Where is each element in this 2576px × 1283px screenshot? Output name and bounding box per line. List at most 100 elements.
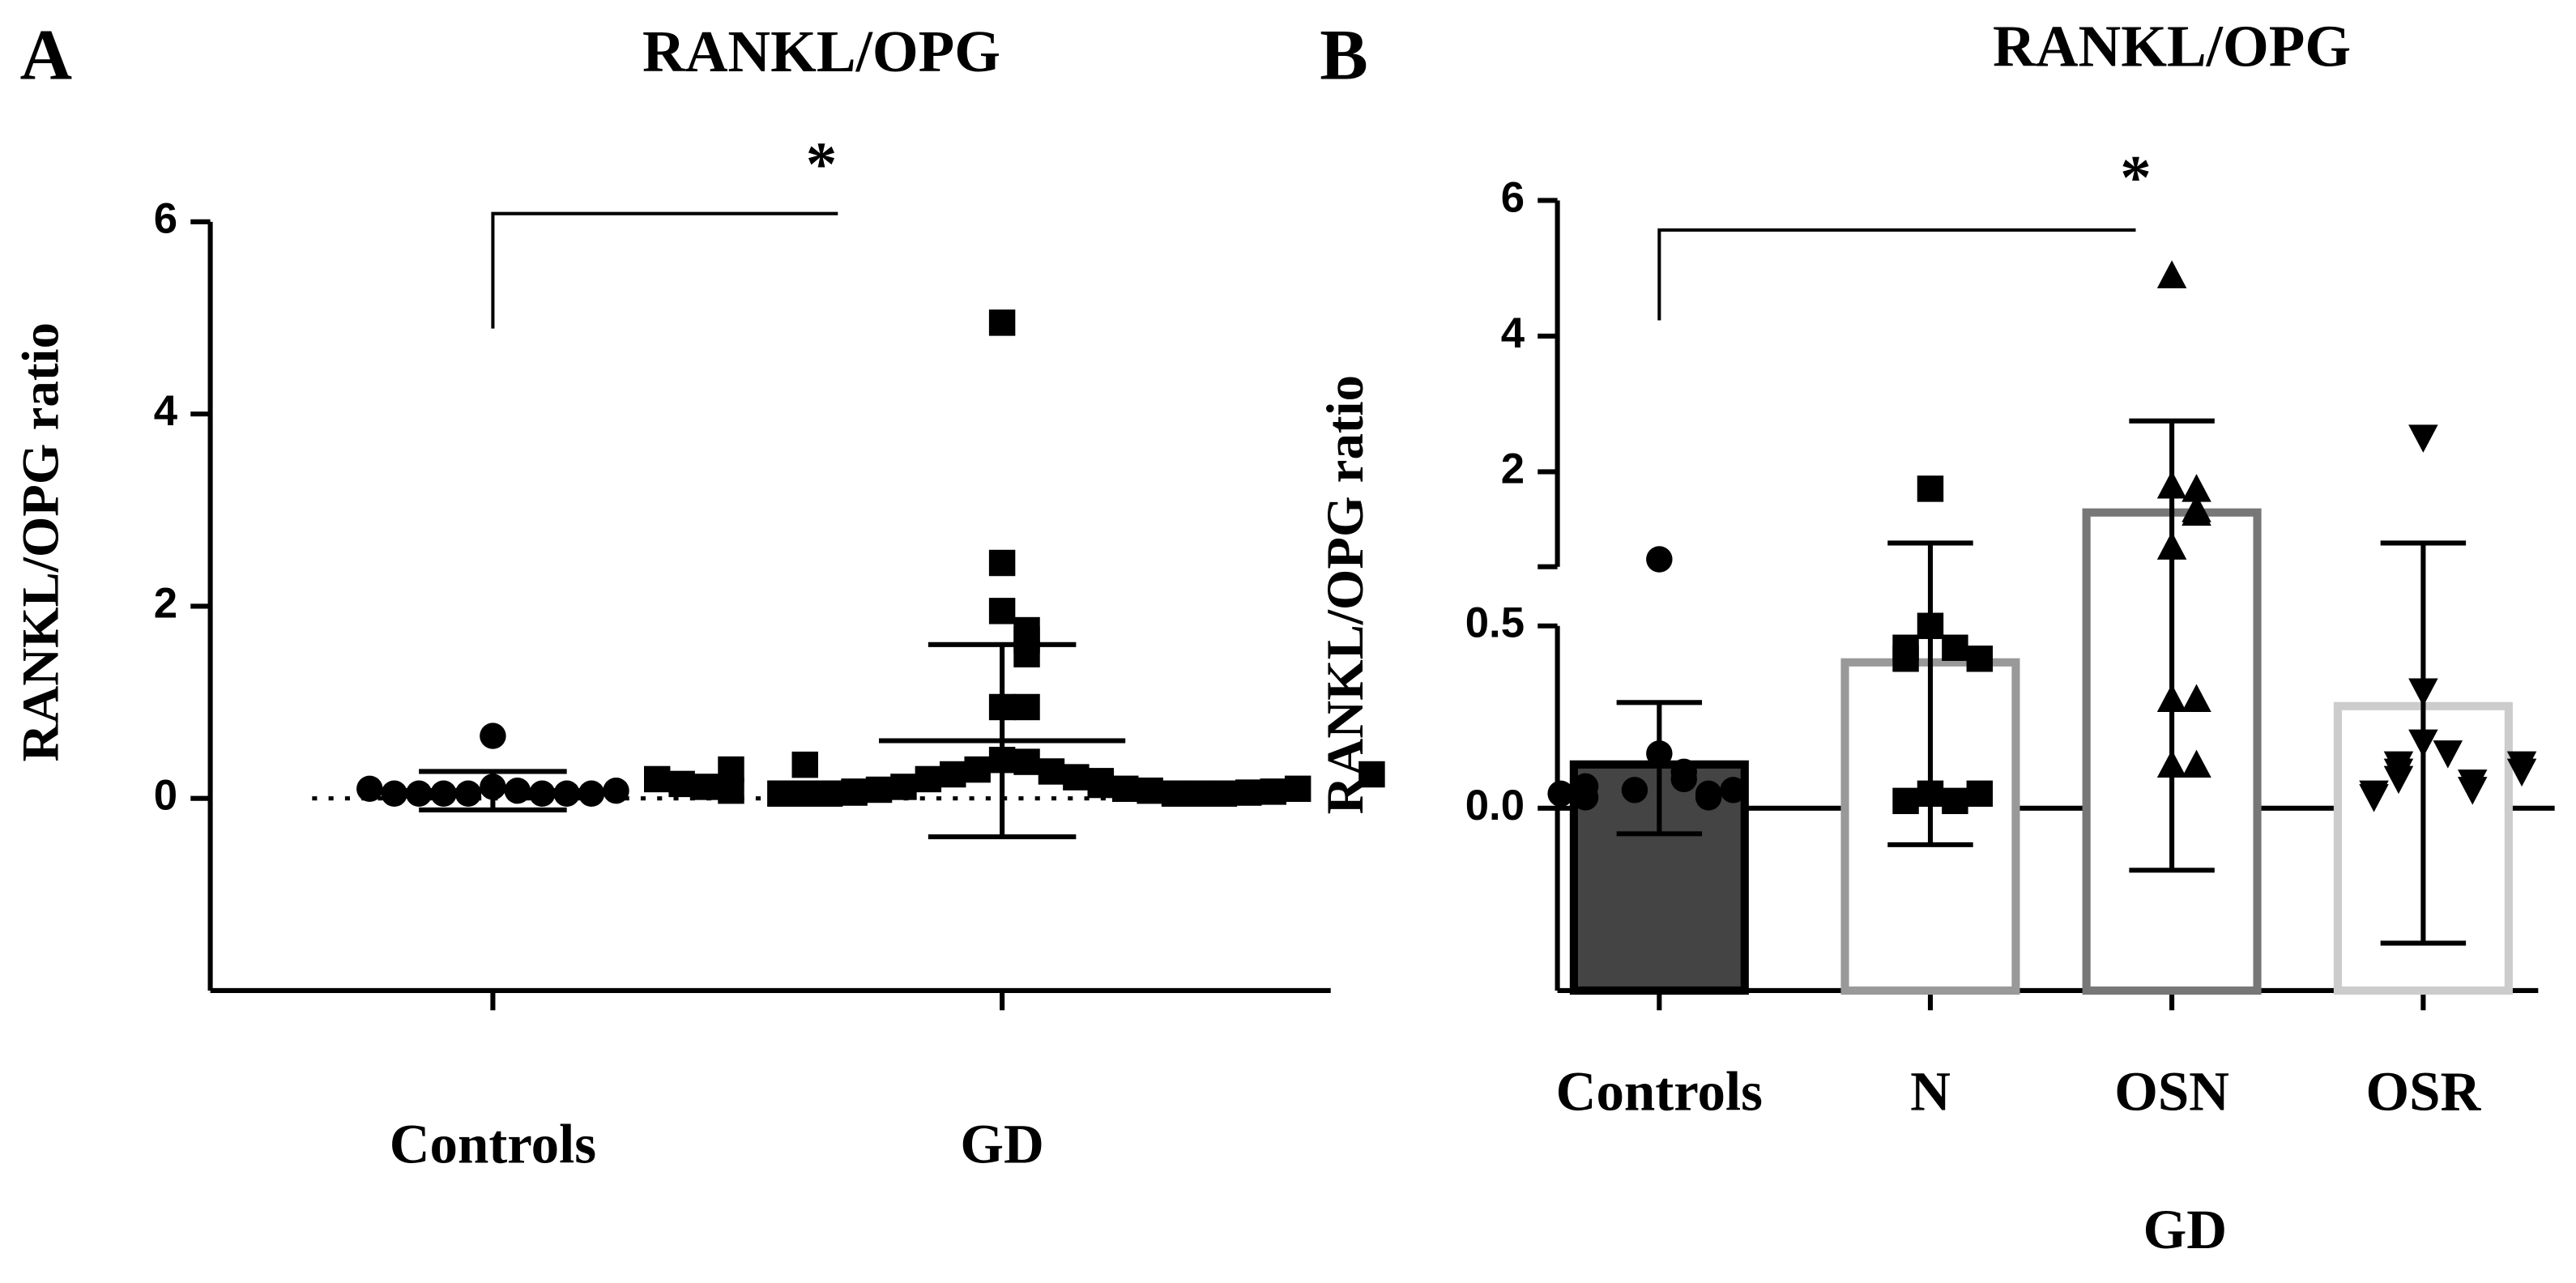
x-tick-label: Controls	[1556, 1061, 1763, 1123]
data-point	[988, 309, 1016, 336]
data-point	[2457, 777, 2488, 805]
data-point	[1161, 780, 1188, 807]
data-point	[2156, 684, 2187, 713]
data-point	[940, 761, 966, 788]
y-tick-label: 6	[154, 195, 177, 243]
data-point	[988, 549, 1016, 577]
data-point	[791, 751, 818, 778]
data-point	[1966, 780, 1994, 808]
data-point	[2156, 749, 2187, 778]
data-point	[1917, 475, 1944, 502]
data-point	[1210, 780, 1238, 807]
data-point	[1892, 646, 1919, 672]
y-tick-label: 4	[1501, 309, 1525, 357]
data-point	[1670, 765, 1697, 793]
significance-label: *	[2120, 143, 2152, 212]
data-point	[668, 770, 695, 798]
data-point	[1038, 758, 1065, 785]
data-point	[2181, 749, 2211, 778]
data-point	[1917, 612, 1944, 639]
data-point	[1137, 777, 1163, 804]
data-point	[480, 722, 506, 749]
x-tick-label: N	[1910, 1061, 1951, 1123]
significance-bracket	[491, 211, 838, 329]
data-point	[2506, 751, 2537, 780]
data-point	[1942, 787, 1968, 815]
data-point	[1966, 646, 1994, 672]
data-point	[553, 780, 580, 807]
y-tick-label: 0	[154, 772, 177, 820]
data-point	[1646, 740, 1673, 767]
x-tick-label: GD	[960, 1114, 1043, 1175]
significance-bracket	[1657, 228, 2136, 321]
y-tick-label: 4	[154, 387, 178, 435]
y-tick-label: 0.0	[1465, 782, 1525, 829]
data-point	[2156, 531, 2187, 560]
data-point	[2181, 497, 2211, 526]
y-tick-label: 2	[154, 579, 177, 627]
data-point	[1235, 779, 1262, 806]
significance-label: *	[806, 130, 838, 199]
data-point	[964, 756, 991, 783]
data-point	[529, 780, 556, 807]
data-point	[2433, 740, 2463, 769]
data-point	[2359, 784, 2389, 812]
y-axis-label: RANKL/OPG ratio	[1316, 375, 1375, 814]
data-point	[915, 765, 942, 793]
data-point	[1720, 777, 1746, 803]
data-point	[578, 780, 605, 807]
data-point	[1942, 634, 1968, 661]
data-point	[841, 779, 868, 806]
data-point	[430, 780, 457, 807]
panel-label: B	[1320, 15, 1368, 96]
y-tick-label: 0.5	[1465, 599, 1525, 647]
data-point	[988, 598, 1016, 624]
data-point	[1646, 546, 1673, 573]
chart-title: RANKL/OPG	[642, 19, 1000, 84]
data-point	[718, 756, 744, 783]
data-point	[791, 780, 818, 807]
x-tick-label: Controls	[390, 1114, 596, 1175]
x-tick-label: OSR	[2366, 1061, 2482, 1123]
data-point	[454, 780, 482, 807]
data-point	[1284, 775, 1311, 803]
data-point	[1572, 784, 1599, 811]
y-tick-label: 6	[1501, 173, 1525, 221]
data-point	[816, 780, 843, 807]
data-point	[1260, 778, 1286, 805]
data-point	[2383, 765, 2414, 795]
data-point	[2408, 424, 2438, 453]
data-point	[1013, 693, 1040, 721]
data-point	[2156, 260, 2187, 288]
data-point	[2408, 678, 2438, 707]
data-point	[381, 780, 407, 807]
panel-label: A	[20, 15, 72, 96]
data-point	[2408, 729, 2438, 758]
data-point	[767, 780, 794, 807]
data-point	[1186, 780, 1213, 807]
data-point	[1087, 771, 1115, 799]
data-point	[1358, 761, 1385, 788]
data-point	[1621, 777, 1648, 803]
y-axis-label: RANKL/OPG ratio	[12, 322, 70, 761]
y-tick-label: 2	[1501, 445, 1525, 492]
data-point	[1547, 780, 1574, 808]
data-point	[1695, 784, 1722, 811]
data-point	[693, 774, 720, 800]
data-point	[405, 780, 433, 807]
data-point	[1111, 775, 1139, 803]
data-point	[1892, 787, 1919, 815]
data-point	[865, 776, 893, 803]
data-point	[1013, 748, 1040, 775]
data-point	[1917, 780, 1944, 808]
chart-title: RANKL/OPG	[1993, 14, 2351, 79]
data-point	[2181, 684, 2211, 713]
x-tick-label: OSN	[2114, 1061, 2229, 1123]
data-point	[890, 774, 917, 800]
data-point	[2156, 470, 2187, 499]
group-label: GD	[2143, 1199, 2227, 1260]
data-point	[1063, 764, 1090, 791]
data-point	[2181, 474, 2211, 502]
